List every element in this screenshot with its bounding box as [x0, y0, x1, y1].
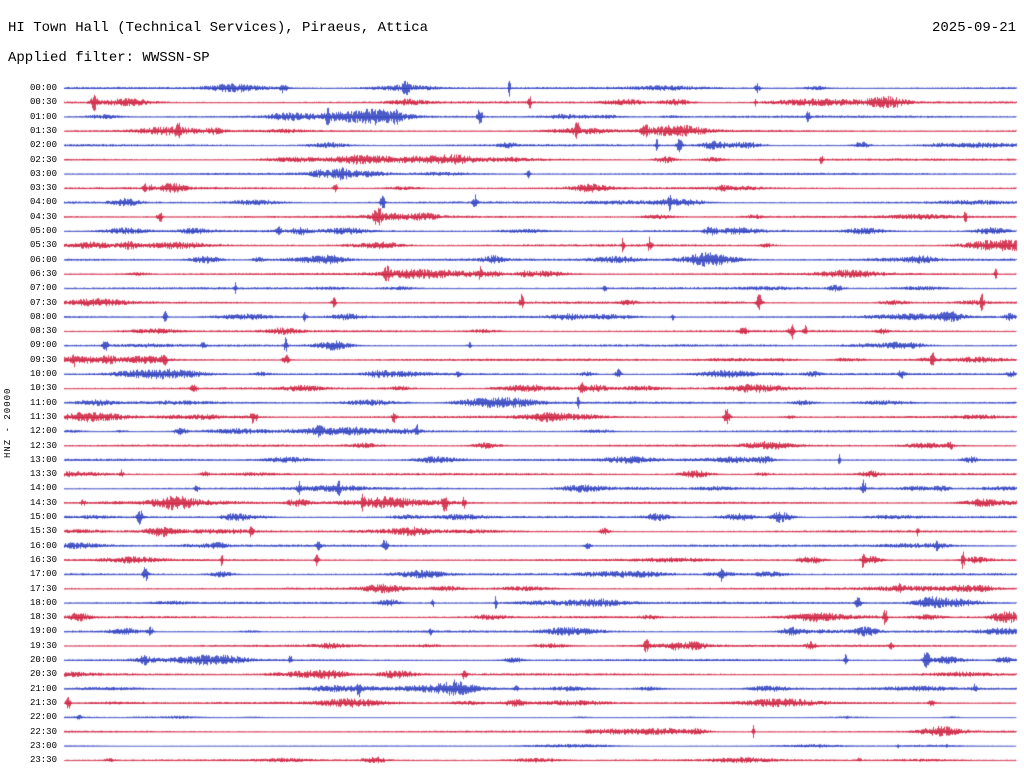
helicorder-canvas — [0, 75, 1024, 780]
record-date: 2025-09-21 — [931, 20, 1016, 36]
station-title: HI Town Hall (Technical Services), Pirae… — [8, 20, 429, 36]
applied-filter-label: Applied filter: WWSSN-SP — [8, 50, 210, 66]
